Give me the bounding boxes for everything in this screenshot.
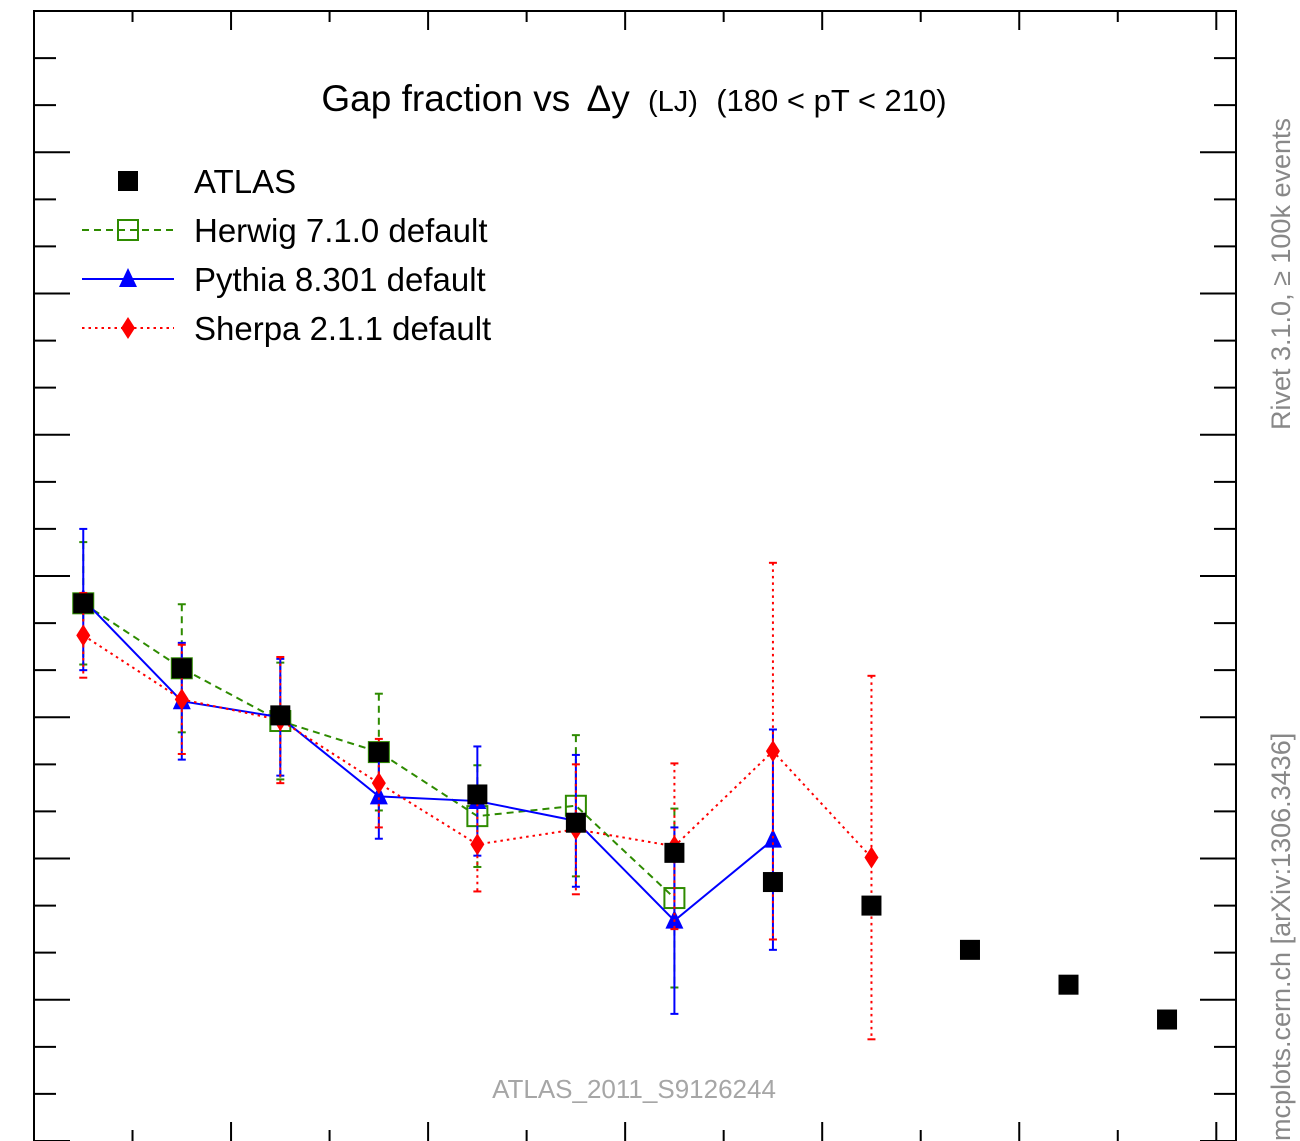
title-main: Gap fraction vs — [321, 78, 570, 119]
legend-entry-atlas: ATLAS — [118, 163, 296, 200]
series-line — [82, 634, 873, 859]
chart-title: Gap fraction vs Δy (LJ) (180 < pT < 210) — [321, 78, 946, 119]
legend-label: Herwig 7.1.0 default — [194, 212, 488, 249]
legend-label: Pythia 8.301 default — [194, 261, 486, 298]
legend-entry-herwig-7-1-0-default: Herwig 7.1.0 default — [82, 212, 488, 249]
legend-entry-pythia-8-301-default: Pythia 8.301 default — [82, 261, 486, 298]
data-point — [171, 658, 192, 679]
data-point — [664, 842, 685, 863]
data-point — [762, 872, 783, 893]
data-point — [959, 939, 980, 960]
data-point — [76, 624, 91, 647]
legend-label: ATLAS — [194, 163, 296, 200]
data-point — [565, 812, 586, 833]
data-point — [1157, 1009, 1178, 1030]
data-point — [765, 740, 780, 763]
axis-ticks — [33, 10, 1236, 1141]
data-point — [270, 705, 291, 726]
legend-entry-sherpa-2-1-1-default: Sherpa 2.1.1 default — [82, 310, 491, 347]
legend-marker — [121, 317, 135, 339]
data-point — [371, 772, 386, 795]
series-atlas — [73, 593, 1178, 1030]
legend-marker — [118, 171, 138, 191]
legend-marker — [117, 219, 139, 241]
data-point — [665, 909, 684, 929]
data-point — [369, 785, 388, 805]
title-range: (180 < pT < 210) — [716, 83, 946, 118]
data-point — [861, 895, 882, 916]
series-line — [82, 598, 774, 923]
data-point — [73, 593, 94, 614]
data-point — [174, 688, 189, 711]
rivet-version-label: Rivet 3.1.0, ≥ 100k events — [1266, 118, 1296, 430]
legend: ATLAS Herwig 7.1.0 default Pythia 8.301 de… — [82, 163, 491, 347]
data-point — [467, 784, 488, 805]
watermark: ATLAS_2011_S9126244 — [492, 1074, 776, 1104]
data-point — [864, 846, 879, 869]
data-point — [1058, 974, 1079, 995]
series-layer — [72, 527, 1178, 1041]
title-sub: (LJ) — [648, 86, 698, 118]
mcplots-reference-label: mcplots.cern.ch [arXiv:1306.3436] — [1266, 732, 1296, 1141]
legend-marker — [119, 268, 137, 287]
legend-label: Sherpa 2.1.1 default — [194, 310, 491, 347]
title-delta: Δy — [587, 78, 631, 119]
data-point — [470, 833, 485, 856]
data-point — [368, 742, 389, 763]
series-pythia-8-301-default — [74, 527, 782, 1015]
